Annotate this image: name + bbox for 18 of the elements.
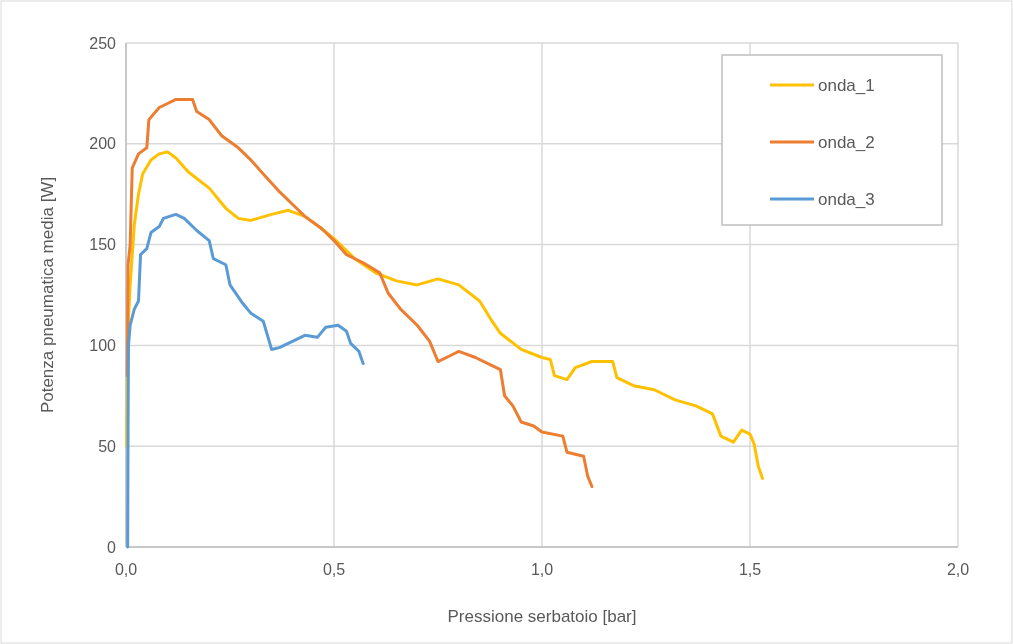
y-tick-label: 150	[89, 236, 117, 254]
x-tick-label: 0,5	[322, 561, 346, 578]
legend-label: onda_3	[818, 189, 875, 209]
x-axis-title: Pressione serbatoio [bar]	[447, 607, 637, 626]
y-tick-label: 0	[107, 538, 117, 556]
y-tick-label: 50	[98, 437, 117, 455]
y-tick-label: 250	[89, 34, 117, 52]
y-tick-label: 100	[89, 337, 117, 354]
y-tick-label: 200	[89, 135, 117, 153]
x-tick-label: 2,0	[946, 561, 970, 578]
x-tick-label: 0,0	[114, 561, 138, 578]
x-tick-label: 1,5	[738, 561, 762, 578]
legend-label: onda_1	[818, 75, 875, 95]
legend-label: onda_2	[818, 132, 875, 152]
x-tick-label: 1,0	[530, 561, 554, 578]
line-series	[126, 212, 365, 549]
y-axis-title: Potenza pneumatica media [W]	[38, 176, 57, 414]
line-series	[125, 97, 594, 489]
